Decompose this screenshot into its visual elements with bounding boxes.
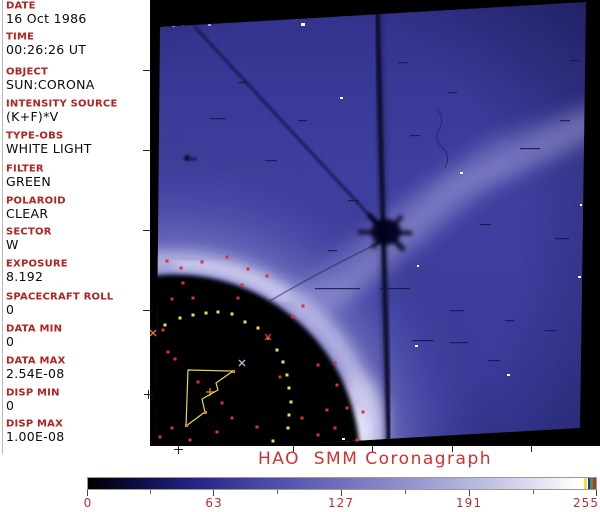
- field-value: 00:26:26 UT: [6, 42, 87, 57]
- colorbar-tick-label: 127: [328, 496, 354, 510]
- colorbar-tick: [341, 490, 342, 496]
- field-value: 0: [6, 302, 15, 317]
- metadata-field: FILTER GREEN: [6, 164, 150, 188]
- metadata-field: SPACECRAFT ROLL 0: [6, 292, 150, 316]
- colorbar-minor-tick: [150, 490, 151, 494]
- field-label: DISP MAX: [6, 419, 64, 430]
- field-value: 0: [6, 398, 15, 413]
- colorbar-end-stripe: [588, 478, 590, 489]
- axis-tick: [452, 445, 453, 452]
- field-value: (K+F)*V: [6, 109, 59, 124]
- colorbar-minor-tick: [533, 490, 534, 494]
- axis-tick: [372, 445, 373, 452]
- field-label: POLAROID: [6, 196, 66, 207]
- support-blob: [357, 212, 413, 252]
- red-fiducial-dots: [158, 255, 365, 442]
- colorbar-tick-label: 255: [573, 496, 599, 510]
- colorbar-tick: [596, 490, 597, 496]
- halo-striation: [156, 244, 391, 446]
- field-label: EXPOSURE: [6, 259, 68, 270]
- star-specks: [301, 23, 582, 440]
- colorbar-tick: [87, 490, 88, 496]
- diagonal-shadow: [193, 25, 384, 231]
- field-value: SUN:CORONA: [6, 77, 95, 92]
- metadata-field: EXPOSURE 8.192: [6, 259, 150, 283]
- field-label: INTENSITY SOURCE: [6, 99, 118, 110]
- metadata-field: SECTOR W: [6, 227, 150, 251]
- field-value: 16 Oct 1986: [6, 11, 87, 26]
- field-label: OBJECT: [6, 67, 49, 78]
- dropout-dashes: [210, 60, 579, 362]
- dark-spot: [184, 155, 197, 161]
- prominence-outline: [185, 369, 235, 428]
- axis-tick: [143, 150, 151, 151]
- exposure-frame: [156, 2, 586, 446]
- intensity-colorbar: [87, 477, 597, 490]
- coronagraph-image: [150, 0, 600, 446]
- field-label: DATA MIN: [6, 324, 63, 335]
- axis-tick: [143, 230, 151, 231]
- field-label: TIME: [6, 32, 35, 43]
- field-value: 2.54E-08: [6, 366, 65, 381]
- field-label: TYPE-OBS: [6, 131, 64, 142]
- colorbar-tick-label: 191: [456, 496, 482, 510]
- field-value: 8.192: [6, 269, 44, 284]
- axis-tick: [143, 310, 151, 311]
- colorbar-tick: [213, 490, 214, 496]
- colorbar-end-stripe: [590, 478, 593, 489]
- sidebar-border-line: [2, 0, 3, 454]
- field-label: SPACECRAFT ROLL: [6, 292, 114, 303]
- metadata-field: TYPE-OBS WHITE LIGHT: [6, 131, 150, 155]
- metadata-field: DATA MAX 2.54E-08: [6, 356, 150, 380]
- metadata-field: TIME 00:26:26 UT: [6, 32, 150, 56]
- colorbar-tick-label: 0: [83, 496, 93, 510]
- field-label: FILTER: [6, 164, 44, 175]
- colorbar-minor-tick: [277, 490, 278, 494]
- axis-tick: [531, 445, 532, 452]
- yellow-fiducial-dots: [163, 310, 293, 443]
- axis-tick: [293, 445, 294, 452]
- metadata-field: POLAROID CLEAR: [6, 196, 150, 220]
- field-value: WHITE LIGHT: [6, 141, 92, 156]
- colorbar-minor-tick: [405, 490, 406, 494]
- metadata-field: DATE 16 Oct 1986: [6, 1, 150, 25]
- axis-tick: [178, 445, 179, 454]
- field-label: DATE: [6, 1, 36, 12]
- halo-rim-bright-arc: [174, 258, 290, 304]
- image-title: HAO SMM Coronagraph: [257, 449, 493, 469]
- metadata-field: DISP MIN 0: [6, 388, 150, 412]
- metadata-field: DISP MAX 1.00E-08: [6, 419, 150, 443]
- axis-tick: [148, 390, 149, 399]
- colorbar-tick: [469, 490, 470, 496]
- colorbar-tick-label: 63: [205, 496, 223, 510]
- metadata-field: DATA MIN 0: [6, 324, 150, 348]
- field-label: SECTOR: [6, 227, 52, 238]
- colorbar-end-stripe: [593, 478, 596, 489]
- field-value: 0: [6, 334, 15, 349]
- metadata-field: INTENSITY SOURCE (K+F)*V: [6, 99, 150, 123]
- field-label: DISP MIN: [6, 388, 60, 399]
- occulting-disk: [156, 275, 360, 446]
- colorbar-end-stripe: [584, 478, 587, 489]
- field-value: W: [6, 237, 19, 252]
- thread-artifact: [436, 107, 449, 169]
- field-value: CLEAR: [6, 206, 49, 221]
- cross-markers: [150, 329, 272, 396]
- field-label: DATA MAX: [6, 356, 66, 367]
- field-value: 1.00E-08: [6, 429, 65, 444]
- axis-tick: [143, 70, 151, 71]
- metadata-sidebar: DATE 16 Oct 1986 TIME 00:26:26 UT OBJECT SU…: [0, 0, 150, 460]
- field-value: GREEN: [6, 174, 52, 189]
- metadata-field: OBJECT SUN:CORONA: [6, 67, 150, 91]
